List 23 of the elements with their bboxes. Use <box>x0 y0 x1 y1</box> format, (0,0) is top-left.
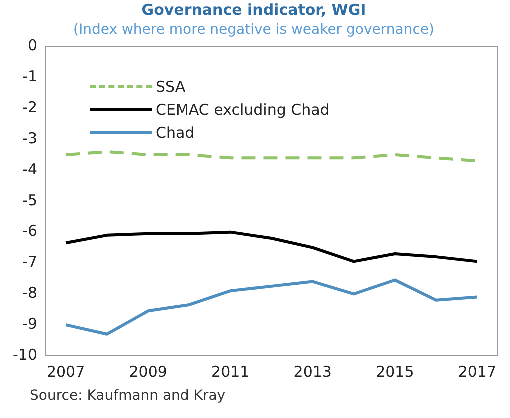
y-tick-label: -8 <box>22 284 38 302</box>
y-tick-label: -10 <box>13 346 38 364</box>
y-tick-label: -3 <box>22 129 38 148</box>
legend-label: SSA <box>156 78 186 96</box>
x-tick-label: 2009 <box>129 362 168 381</box>
y-tick-label: -9 <box>22 314 38 333</box>
y-tick-label: -1 <box>22 68 38 86</box>
y-tick-label: -6 <box>22 222 38 240</box>
source-note: Source: Kaufmann and Kray <box>30 388 226 404</box>
x-tick-label: 2007 <box>46 362 86 381</box>
y-tick-label: -4 <box>22 160 38 178</box>
chart-title: Governance indicator, WGI <box>142 0 366 19</box>
y-tick-label: 0 <box>28 36 38 55</box>
x-tick-label: 2011 <box>212 362 250 381</box>
legend-label: CEMAC excluding Chad <box>156 100 330 118</box>
y-tick-label: -5 <box>22 191 38 210</box>
chart-subtitle: (Index where more negative is weaker governance) <box>74 22 434 38</box>
x-tick-label: 2017 <box>458 362 497 381</box>
y-tick-label: -7 <box>22 253 38 272</box>
legend-label: Chad <box>156 124 195 142</box>
x-tick-label: 2013 <box>294 362 332 381</box>
y-tick-label: -2 <box>22 98 38 117</box>
x-tick-label: 2015 <box>376 362 414 381</box>
